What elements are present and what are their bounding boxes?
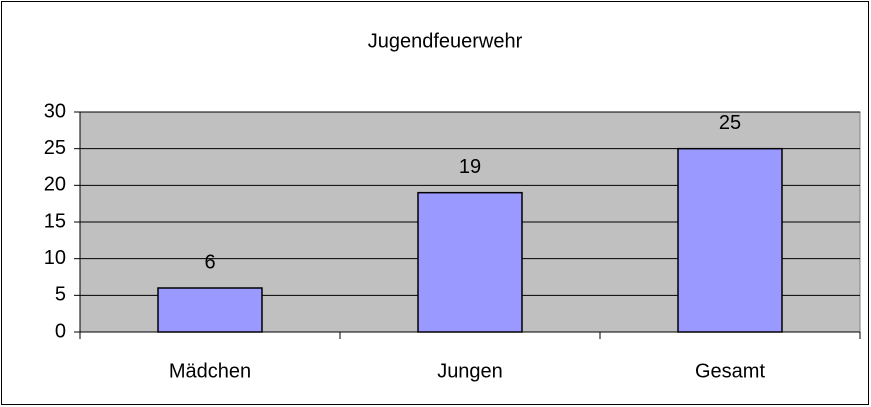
bar	[677, 147, 783, 333]
y-tick-label: 30	[44, 100, 66, 122]
value-label: 19	[459, 156, 481, 178]
x-tick-label: Mädchen	[169, 360, 251, 382]
value-label: 6	[204, 251, 215, 273]
bar	[157, 287, 263, 333]
x-tick-label: Gesamt	[695, 360, 765, 382]
x-tick-label: Jungen	[437, 360, 503, 382]
y-tick-label: 5	[55, 284, 66, 306]
y-tick-label: 10	[44, 247, 66, 269]
value-label: 25	[719, 112, 741, 134]
y-tick-label: 25	[44, 137, 66, 159]
y-tick-label: 20	[44, 174, 66, 196]
bar	[417, 191, 523, 333]
chart-title: Jugendfeuerwehr	[368, 30, 523, 52]
y-tick-label: 0	[55, 320, 66, 342]
y-tick-label: 15	[44, 210, 66, 232]
